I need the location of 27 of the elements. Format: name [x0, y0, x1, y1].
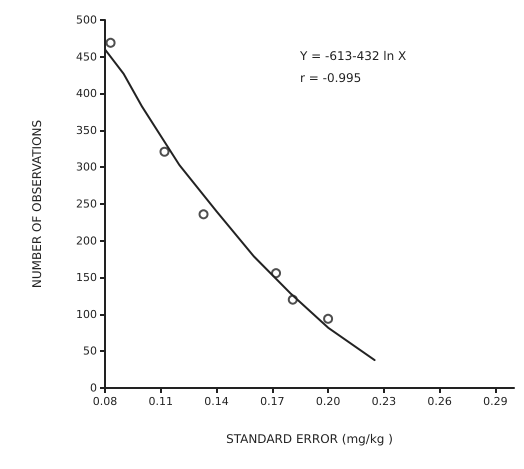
x-tick-label: 0.26: [427, 395, 452, 408]
y-axis-title: NUMBER OF OBSERVATIONS: [30, 120, 44, 288]
y-tick-label: 250: [76, 198, 97, 210]
y-tick-label: 500: [76, 14, 97, 26]
y-tick-label: 200: [76, 234, 97, 248]
annotation: Y = -613-432 ln X: [299, 49, 406, 63]
x-tick-label: 0.17: [260, 395, 285, 408]
x-tick-label: 0.11: [148, 395, 174, 408]
x-tick-label: 0.08: [92, 395, 118, 408]
y-tick-label: 300: [76, 160, 97, 174]
point: [323, 314, 334, 324]
point: [106, 38, 116, 48]
annotation: r = -0.995: [300, 71, 362, 85]
x-tick-label: 0.23: [372, 395, 396, 408]
point: [160, 146, 170, 157]
y-tick-label: 50: [83, 344, 97, 358]
y-tick-label: 100: [76, 308, 97, 321]
x-tick-label: 0.14: [204, 395, 229, 408]
x-tick-label: 0.20: [316, 395, 340, 408]
x-tick-label: 0.29: [483, 395, 508, 408]
y-tick-label: 400: [76, 87, 97, 100]
y-tick-label: 0: [90, 382, 97, 394]
point: [198, 209, 209, 220]
y-tick-label: 150: [76, 271, 97, 284]
y-tick-label: 350: [76, 124, 97, 137]
y-tick-label: 450: [76, 50, 97, 64]
x-axis-title: STANDARD ERROR (mg/kg ): [226, 432, 393, 446]
